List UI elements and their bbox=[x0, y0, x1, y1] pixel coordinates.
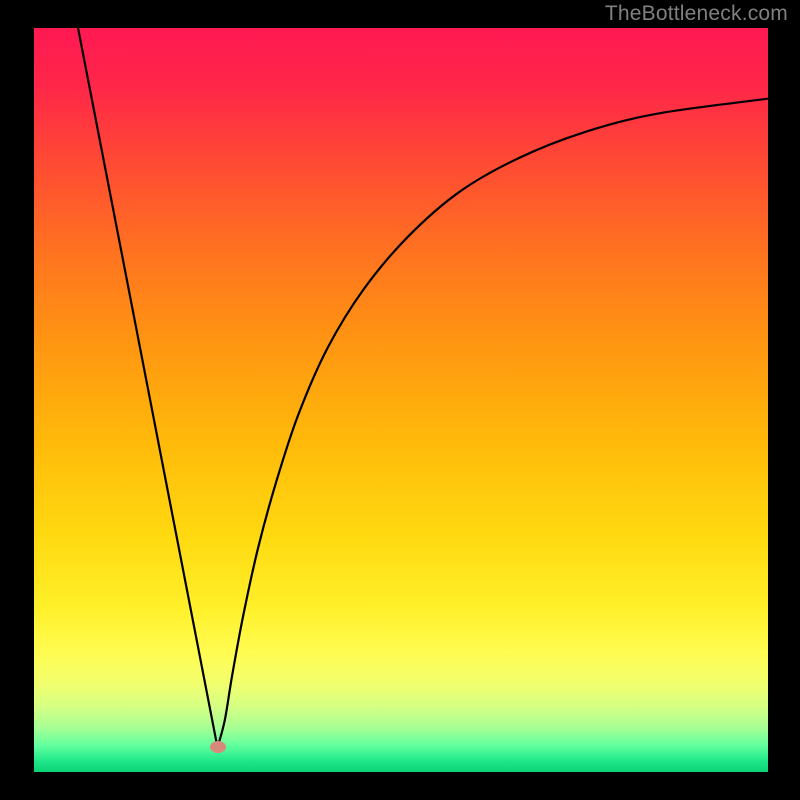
bottleneck-curve bbox=[34, 28, 768, 772]
plot-area bbox=[34, 28, 768, 772]
curve-left-segment bbox=[78, 28, 217, 747]
watermark-text: TheBottleneck.com bbox=[605, 2, 788, 26]
minimum-marker bbox=[210, 741, 226, 753]
chart-frame bbox=[34, 28, 768, 772]
curve-right-segment bbox=[218, 99, 769, 748]
